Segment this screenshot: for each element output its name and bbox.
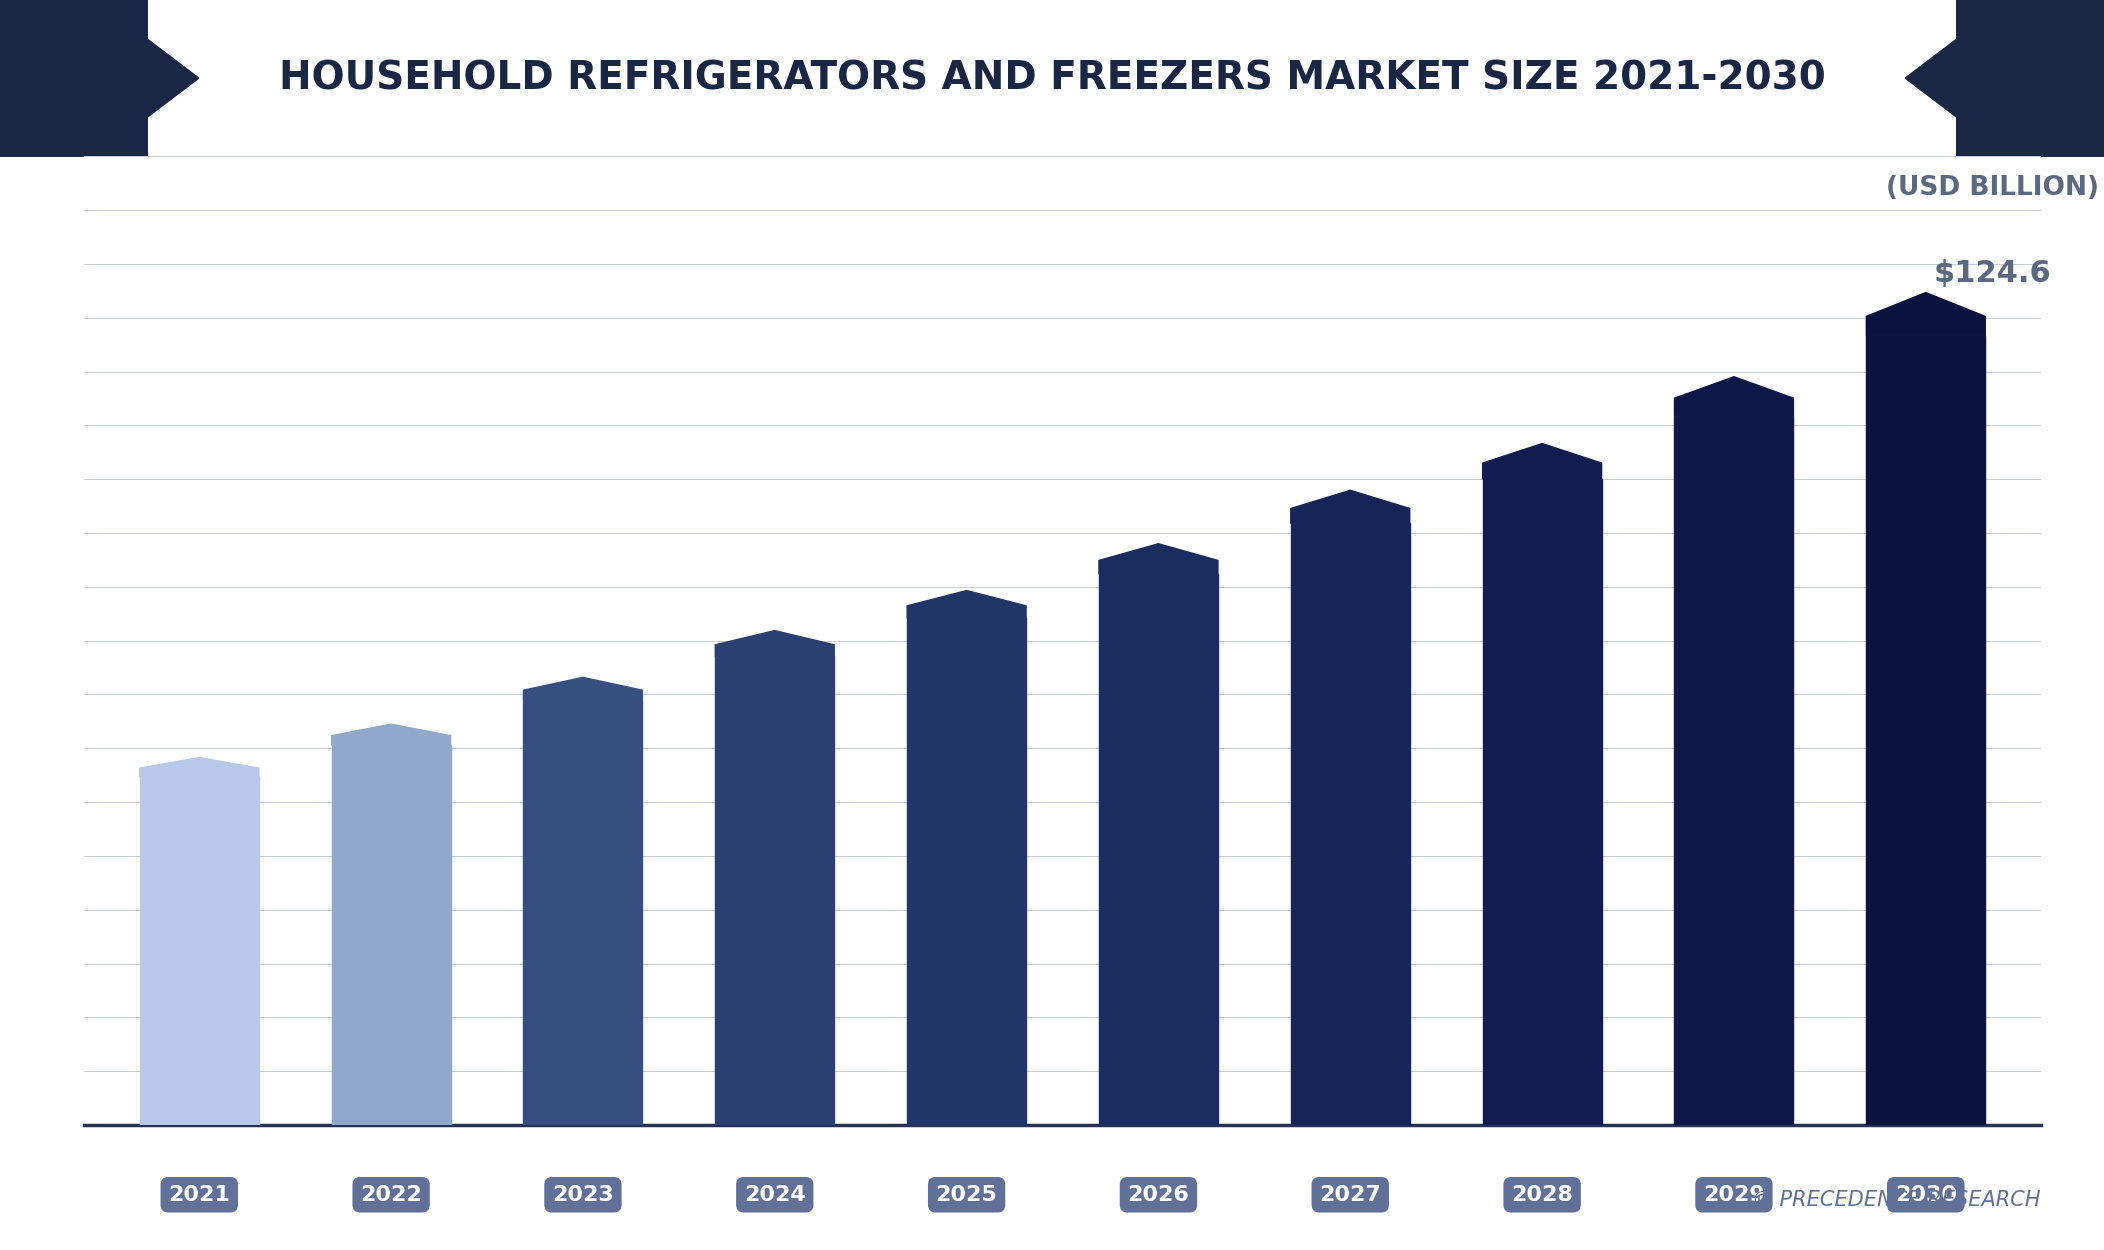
Text: © PRECEDENCE RESEARCH: © PRECEDENCE RESEARCH bbox=[1753, 1190, 2041, 1210]
Polygon shape bbox=[524, 678, 642, 701]
Bar bbox=[907, 619, 1027, 1125]
Polygon shape bbox=[332, 724, 450, 745]
Polygon shape bbox=[1098, 544, 1218, 574]
Polygon shape bbox=[1866, 292, 1986, 336]
Polygon shape bbox=[715, 630, 833, 656]
Bar bbox=[1866, 336, 1986, 1125]
Bar bbox=[139, 776, 259, 1125]
Bar bbox=[1675, 416, 1793, 1125]
Text: 2028: 2028 bbox=[1511, 1185, 1574, 1205]
Bar bbox=[332, 745, 450, 1125]
Polygon shape bbox=[1483, 444, 1601, 479]
Polygon shape bbox=[139, 758, 259, 776]
Text: 2026: 2026 bbox=[1128, 1185, 1189, 1205]
Text: HOUSEHOLD REFRIGERATORS AND FREEZERS MARKET SIZE 2021-2030: HOUSEHOLD REFRIGERATORS AND FREEZERS MAR… bbox=[278, 59, 1826, 98]
Bar bbox=[1098, 574, 1218, 1125]
Text: 2023: 2023 bbox=[551, 1185, 614, 1205]
Polygon shape bbox=[1292, 490, 1410, 524]
Text: 2022: 2022 bbox=[360, 1185, 423, 1205]
Text: $124.6: $124.6 bbox=[1934, 259, 2051, 288]
Polygon shape bbox=[1675, 376, 1793, 416]
Text: 2027: 2027 bbox=[1319, 1185, 1380, 1205]
Bar bbox=[1483, 479, 1601, 1125]
Bar bbox=[715, 656, 833, 1125]
Polygon shape bbox=[907, 590, 1027, 619]
Text: 2029: 2029 bbox=[1702, 1185, 1765, 1205]
Bar bbox=[524, 701, 642, 1125]
Text: 2025: 2025 bbox=[936, 1185, 997, 1205]
Polygon shape bbox=[0, 0, 198, 156]
Polygon shape bbox=[1904, 0, 2104, 156]
Text: 2030: 2030 bbox=[1896, 1185, 1957, 1205]
Text: (USD BILLION): (USD BILLION) bbox=[1887, 175, 2100, 200]
Text: 2021: 2021 bbox=[168, 1185, 229, 1205]
Text: 2024: 2024 bbox=[745, 1185, 806, 1205]
Bar bbox=[1292, 524, 1410, 1125]
